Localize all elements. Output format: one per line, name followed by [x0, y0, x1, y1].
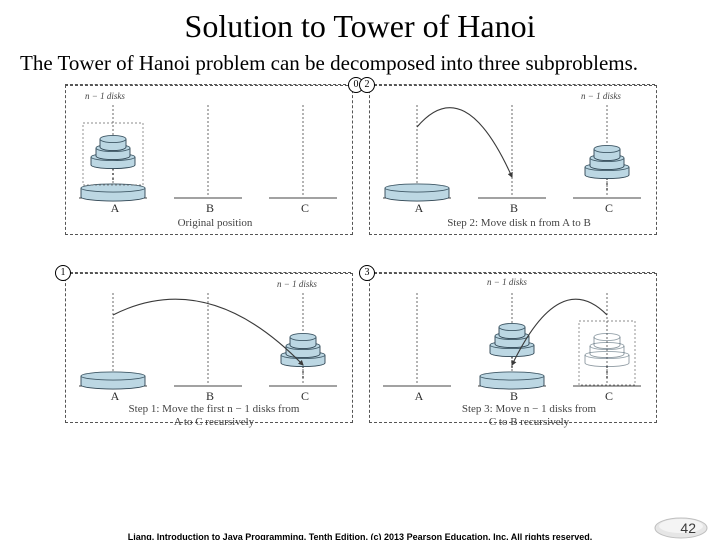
peg-label: A	[105, 201, 125, 216]
n-minus-1-label: n − 1 disks	[487, 277, 527, 287]
footer-copyright: Liang, Introduction to Java Programming,…	[0, 532, 720, 540]
n-minus-1-label: n − 1 disks	[581, 91, 621, 101]
peg-label: A	[409, 201, 429, 216]
peg-label: C	[295, 389, 315, 404]
peg-label: A	[105, 389, 125, 404]
peg-label: B	[200, 201, 220, 216]
peg-label: B	[504, 201, 524, 216]
panel-caption: Step 1: Move the first n − 1 disks from …	[109, 403, 319, 429]
n-minus-1-label: n − 1 disks	[277, 279, 317, 289]
peg-label: C	[295, 201, 315, 216]
peg-label: C	[599, 201, 619, 216]
panel-caption: Original position	[165, 217, 265, 230]
hanoi-panel-p1: 1 ABCn − 1 disksStep 1: Move the first n…	[65, 273, 351, 443]
figure-area: 0 ABCn − 1 disksOriginal position2	[65, 75, 655, 455]
slide-subtitle: The Tower of Hanoi problem can be decomp…	[20, 51, 700, 75]
slide-title: Solution to Tower of Hanoi	[0, 8, 720, 45]
peg-label: B	[504, 389, 524, 404]
peg-label: B	[200, 389, 220, 404]
n-minus-1-label: n − 1 disks	[85, 91, 125, 101]
panel-caption: Step 3: Move n − 1 disks from C to B rec…	[429, 403, 629, 429]
panel-caption: Step 2: Move disk n from A to B	[429, 217, 609, 230]
hanoi-panel-p2: 2 ABCn − 1 disksStep 2: Move disk n from…	[369, 85, 655, 255]
peg-label: A	[409, 389, 429, 404]
hanoi-panel-p0: 0 ABCn − 1 disksOriginal position	[65, 85, 351, 255]
hanoi-panel-p3: 3 ABCn − 1 disksStep 3: Move n −	[369, 273, 655, 443]
peg-label: C	[599, 389, 619, 404]
